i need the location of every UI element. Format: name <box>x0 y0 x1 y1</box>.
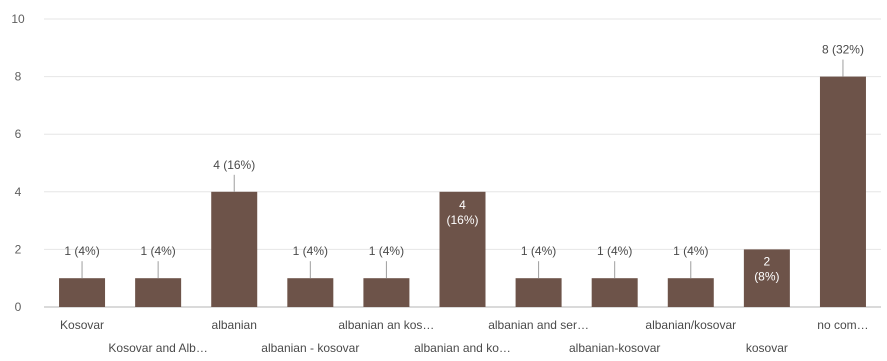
x-axis-category-labels: Kosovar Kosovar and Alb… albanian albanian … <box>60 318 869 355</box>
x-category-label: albanian an kos… <box>338 318 434 332</box>
data-label: 8 (32%) <box>822 43 864 57</box>
x-category-label: Kosovar and Alb… <box>108 341 207 355</box>
x-category-label: no com… <box>817 318 868 332</box>
bars <box>59 76 866 307</box>
x-category-label: kosovar <box>746 341 788 355</box>
bar <box>135 278 182 307</box>
x-category-label: albanian and ser… <box>488 318 589 332</box>
data-label: 1 (4%) <box>140 244 175 258</box>
bar <box>287 278 334 307</box>
x-category-label: albanian - kosovar <box>261 341 359 355</box>
data-label: 1 (4%) <box>521 244 556 258</box>
bar <box>439 191 486 307</box>
data-label: 1 (4%) <box>597 244 632 258</box>
bar <box>59 278 106 307</box>
data-label: 1 (4%) <box>293 244 328 258</box>
x-category-label: albanian/kosovar <box>645 318 736 332</box>
data-label: 2 (8%) <box>754 254 779 283</box>
data-label: 1 (4%) <box>64 244 99 258</box>
data-labels: 1 (4%) 1 (4%) 4 (16%) 1 (4%) 1 (4%) 4 (16%) 1 (… <box>64 43 864 284</box>
x-category-label: albanian <box>212 318 257 332</box>
x-category-label: albanian-kosovar <box>569 341 660 355</box>
data-label: 4 (16%) <box>213 158 255 172</box>
bar <box>211 191 258 307</box>
y-axis-tick-labels: 0 2 4 6 8 10 <box>11 12 25 314</box>
y-tick-label: 10 <box>11 12 25 26</box>
bar <box>819 76 866 307</box>
y-tick-label: 4 <box>15 185 22 199</box>
data-label: 4 (16%) <box>446 198 478 227</box>
data-label: 1 (4%) <box>369 244 404 258</box>
y-tick-label: 8 <box>15 70 22 84</box>
x-category-label: albanian and ko… <box>414 341 511 355</box>
bar <box>591 278 638 307</box>
x-category-label: Kosovar <box>60 318 104 332</box>
y-tick-label: 6 <box>15 127 22 141</box>
bar <box>515 278 562 307</box>
data-label: 1 (4%) <box>673 244 708 258</box>
bar <box>743 249 790 307</box>
bar <box>667 278 714 307</box>
y-tick-label: 0 <box>15 300 22 314</box>
y-tick-label: 2 <box>15 242 22 256</box>
bar <box>363 278 410 307</box>
